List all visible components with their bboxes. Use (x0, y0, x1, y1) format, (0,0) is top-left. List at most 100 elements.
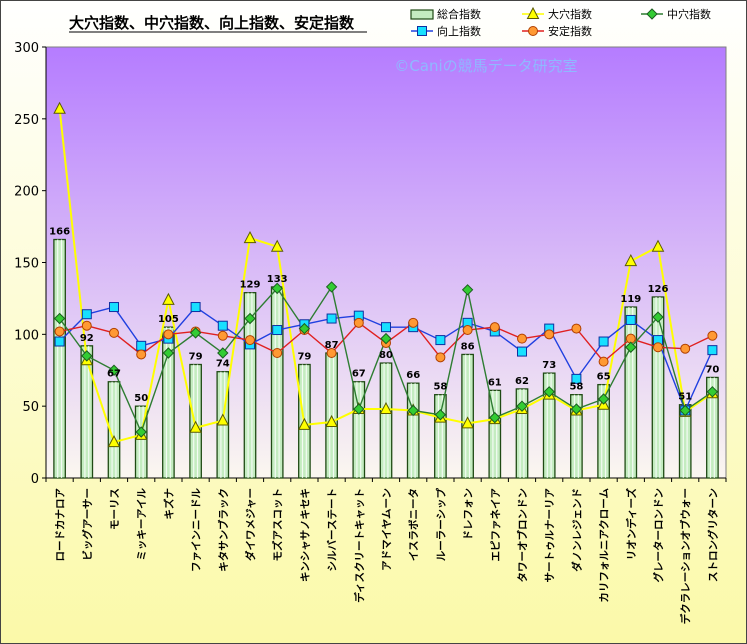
bar (352, 381, 366, 479)
bar-value-label: 50 (134, 393, 148, 404)
bar (243, 292, 257, 479)
series-point-中穴指数 (325, 281, 338, 293)
category-label: ストロングリターン (706, 488, 719, 582)
watermark: ©Caniの競馬データ研究室 (394, 57, 577, 75)
bar-value-label: 79 (189, 352, 203, 363)
series-point-安定指数 (245, 335, 255, 346)
series-point-中穴指数 (570, 403, 583, 415)
bar (461, 353, 474, 479)
bar-value-label: 105 (158, 314, 179, 325)
bar (570, 394, 583, 479)
legend-swatch-marker (528, 26, 538, 36)
series-point-大穴指数 (53, 101, 66, 114)
series-point-中穴指数 (162, 347, 175, 359)
bar (434, 394, 447, 479)
bar (597, 383, 610, 479)
bar (706, 376, 719, 479)
series-point-安定指数 (136, 349, 147, 360)
bar-value-label: 133 (267, 274, 288, 285)
bar (624, 306, 638, 479)
series-point-向上指数 (190, 302, 201, 313)
bar-value-label: 92 (80, 333, 94, 344)
bar-value-label: 73 (542, 360, 556, 371)
legend-label: 安定指数 (548, 24, 592, 38)
series-point-向上指数 (625, 314, 636, 325)
series-point-中穴指数 (244, 312, 256, 325)
bar (651, 296, 665, 479)
series-point-安定指数 (163, 329, 174, 340)
series-point-向上指数 (517, 346, 527, 357)
bar-value-label: 74 (216, 359, 230, 370)
category-label: モーリス (109, 488, 121, 530)
series-point-安定指数 (408, 317, 419, 328)
category-label: ビッグアーサー (81, 488, 94, 561)
series-point-向上指数 (381, 322, 391, 333)
series-point-向上指数 (81, 309, 92, 320)
bar-value-label: 51 (678, 392, 692, 403)
series-point-中穴指数 (489, 411, 501, 424)
series-point-大穴指数 (189, 420, 202, 433)
series-point-中穴指数 (81, 350, 93, 362)
bar-value-label: 61 (488, 377, 502, 388)
category-label: ドレフォン (463, 488, 475, 541)
category-label: グレーターロンドン (652, 488, 665, 583)
bar-value-label: 119 (620, 294, 641, 305)
bar-value-label: 86 (461, 341, 475, 352)
bar (488, 389, 502, 479)
bar (134, 405, 148, 479)
legend-swatch-bar (410, 9, 434, 20)
bar (406, 382, 420, 479)
series-point-中穴指数 (652, 311, 664, 323)
series-point-向上指数 (326, 313, 337, 324)
series-point-安定指数 (462, 325, 473, 336)
series-point-中穴指数 (298, 322, 311, 335)
bar-value-label: 58 (433, 382, 447, 393)
series-point-中穴指数 (189, 327, 202, 339)
category-label: ディスクリートキャット (353, 488, 366, 603)
category-label: エピファネイア (490, 488, 502, 562)
series-point-大穴指数 (624, 253, 638, 267)
series-point-中穴指数 (597, 393, 610, 405)
series-point-大穴指数 (162, 292, 175, 305)
category-label: ダイワメジャー (244, 488, 257, 561)
y-tick-label: 0 (31, 472, 39, 487)
series-point-中穴指数 (217, 347, 229, 359)
category-label: ミッキーアイル (136, 488, 148, 561)
series-point-大穴指数 (325, 414, 338, 427)
legend-label: 中穴指数 (667, 7, 711, 21)
series-point-向上指数 (571, 373, 582, 384)
series-point-中穴指数 (461, 284, 474, 296)
bar-value-label: 126 (648, 284, 669, 295)
y-tick-label: 50 (22, 400, 39, 415)
category-label: モズアスコット (271, 488, 284, 562)
series-point-向上指数 (109, 302, 119, 313)
series-point-大穴指数 (107, 435, 121, 448)
series-point-向上指数 (54, 336, 65, 347)
series-point-向上指数 (435, 335, 446, 346)
legend-label: 大穴指数 (548, 7, 592, 21)
series-point-安定指数 (707, 330, 718, 341)
category-label: ルーラーシップ (434, 488, 447, 562)
series-point-中穴指数 (625, 341, 637, 353)
series-point-大穴指数 (379, 401, 393, 415)
category-label: タワーオブロンドン (516, 488, 529, 583)
bar (678, 404, 692, 479)
category-label: デクラレーションオブウォー (679, 488, 692, 624)
bar-value-label: 79 (297, 352, 311, 363)
category-label: リオンディーズ (625, 488, 638, 561)
series-point-中穴指数 (353, 403, 365, 415)
bar-value-label: 58 (569, 382, 583, 393)
series-point-安定指数 (517, 333, 527, 344)
series-point-向上指数 (136, 340, 147, 351)
series-point-安定指数 (489, 322, 500, 333)
series-point-中穴指数 (271, 282, 283, 295)
series-point-中穴指数 (53, 312, 66, 325)
series-point-中穴指数 (380, 332, 392, 345)
bar (107, 381, 121, 479)
series-point-中穴指数 (516, 400, 528, 412)
series-point-安定指数 (598, 356, 609, 367)
series-point-安定指数 (109, 327, 119, 338)
series-point-大穴指数 (461, 416, 474, 429)
